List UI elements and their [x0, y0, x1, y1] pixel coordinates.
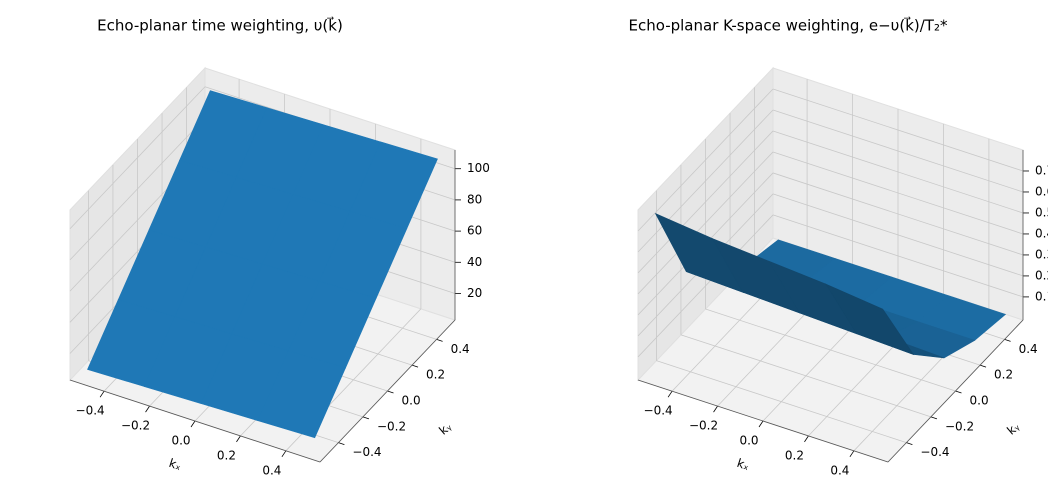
x-tick-label: −0.4	[76, 404, 105, 418]
x-axis-label: kₓ	[735, 456, 751, 473]
grid-line	[772, 193, 1024, 277]
tick-mark	[955, 390, 962, 394]
y-tick-label: 0.4	[451, 342, 470, 356]
tick-mark	[713, 405, 718, 413]
x-tick-label: 0.4	[262, 463, 281, 477]
x-tick-label: 0.4	[830, 463, 849, 477]
grid-line	[637, 130, 774, 274]
tick-mark	[436, 338, 443, 342]
y-tick-label: 0.4	[1019, 342, 1038, 356]
z-tick-label: 80	[467, 192, 482, 206]
y-tick-label: −0.2	[377, 419, 406, 433]
y-tick-label: 0.2	[426, 368, 445, 382]
x-axis-line	[69, 379, 321, 463]
z-tick-label: 0.4	[1035, 226, 1048, 240]
grid-line	[637, 214, 774, 358]
tick-mark	[1004, 338, 1011, 342]
x-tick-label: −0.2	[689, 419, 718, 433]
grid-line	[69, 86, 206, 229]
z-tick-label: 0.6	[1035, 184, 1048, 198]
grid-line	[772, 109, 1024, 193]
z-tick-label: 20	[467, 286, 482, 300]
x-tick-label: 0.2	[217, 448, 236, 462]
surface-patch	[257, 350, 346, 439]
tick-mark	[145, 405, 150, 413]
tick-mark	[930, 416, 938, 420]
y-axis-line	[319, 319, 456, 463]
z-tick-label: 0.3	[1035, 247, 1048, 261]
grid-line	[680, 334, 932, 418]
grid-line	[772, 214, 1024, 298]
y-tick-label: 0.0	[970, 394, 989, 408]
tick-mark	[804, 435, 809, 443]
grid-line	[637, 88, 774, 232]
x-tick-label: −0.2	[121, 419, 150, 433]
tick-mark	[236, 435, 241, 443]
grid-line	[656, 360, 907, 444]
y-tick-label: 0.2	[994, 368, 1013, 382]
grid-line	[772, 130, 1024, 214]
z-tick-label: 40	[467, 255, 482, 269]
y-tick-label: 0.0	[402, 394, 421, 408]
chart-title: Echo-planar time weighting, υ(k⃗)	[97, 16, 343, 35]
tick-mark	[849, 450, 855, 458]
grid-line	[69, 117, 206, 261]
z-tick-label: 0.2	[1035, 268, 1048, 282]
grid-line	[705, 308, 956, 392]
tick-mark	[99, 390, 105, 398]
grid-line	[772, 172, 1024, 256]
x-tick-label: 0.0	[171, 434, 190, 448]
x-tick-label: 0.0	[739, 434, 758, 448]
grid-line	[637, 151, 774, 295]
x-axis-line	[637, 379, 889, 463]
z-tick-label: 0.1	[1035, 289, 1048, 303]
y-axis-label: kᵧ	[1004, 419, 1022, 437]
tick-mark	[979, 364, 987, 368]
y-tick-label: −0.4	[352, 445, 381, 459]
tick-mark	[387, 390, 394, 394]
grid-line	[772, 88, 1024, 172]
chart-title: Echo-planar K-space weighting, e−υ(k⃗)/T…	[629, 16, 948, 35]
tick-mark	[906, 442, 913, 446]
tick-mark	[362, 416, 370, 420]
y-axis-line	[887, 319, 1024, 463]
tick-mark	[411, 364, 419, 368]
x-tick-label: −0.4	[644, 404, 673, 418]
x-axis-label: kₓ	[167, 456, 183, 473]
tick-mark	[190, 420, 196, 428]
grid-line	[637, 109, 774, 253]
tick-mark	[667, 390, 673, 398]
z-tick-label: 60	[467, 224, 482, 238]
y-tick-label: −0.2	[945, 419, 974, 433]
y-tick-label: −0.4	[920, 445, 949, 459]
grid-line	[772, 151, 1024, 235]
z-tick-label: 100	[467, 161, 490, 175]
z-tick-label: 0.5	[1035, 205, 1048, 219]
tick-mark	[758, 420, 764, 428]
tick-mark	[338, 442, 345, 446]
z-tick-label: 0.7	[1035, 163, 1048, 177]
x-tick-label: 0.2	[785, 448, 804, 462]
surface-patch	[825, 283, 915, 356]
tick-mark	[281, 450, 287, 458]
y-axis-label: kᵧ	[436, 419, 454, 437]
